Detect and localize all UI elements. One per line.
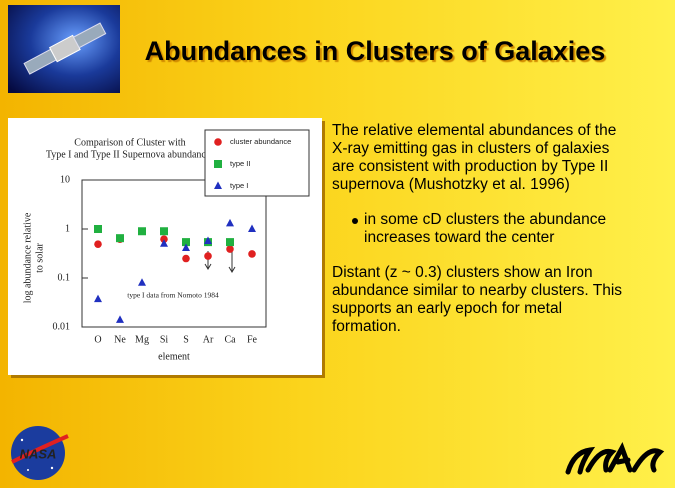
y-axis-label: log abundance relative: [22, 212, 33, 303]
x-tick-label: Mg: [135, 334, 149, 345]
legend-marker: [214, 160, 222, 168]
data-point: [226, 218, 234, 227]
legend-label: type II: [230, 159, 250, 168]
data-point: [138, 227, 146, 236]
data-point: [182, 238, 190, 247]
legend-label: type I: [230, 181, 248, 190]
y-tick-label: 10: [60, 174, 70, 185]
x-tick-label: Si: [160, 334, 169, 345]
x-tick-label: Ne: [114, 334, 126, 345]
data-point: [94, 240, 102, 248]
data-point: [204, 252, 212, 260]
legend-label: cluster abundance: [230, 137, 291, 146]
x-tick-label: O: [94, 334, 101, 345]
data-point: [94, 294, 102, 303]
legend-marker: [214, 138, 222, 146]
x-tick-label: Ar: [203, 334, 214, 345]
upper-limit-arrow: [204, 263, 212, 270]
data-point: [182, 254, 190, 263]
data-point: [248, 224, 256, 232]
nasa-logo: NASA: [11, 426, 69, 480]
logo-text: NASA: [20, 446, 57, 461]
data-point: [226, 245, 234, 253]
chart-title: Comparison of Cluster with: [74, 137, 185, 148]
satellite-image: [8, 5, 120, 93]
data-point: [204, 236, 212, 244]
institution-logo: [565, 441, 665, 475]
annotation: type I data from Nomoto 1984: [127, 291, 219, 300]
data-point: [138, 278, 146, 286]
y-tick-label: 0.01: [53, 321, 71, 332]
slide-title: Abundances in Clusters of Galaxies: [144, 36, 606, 66]
body-text: The relative elemental abundances of the…: [332, 122, 632, 353]
data-point: [248, 250, 256, 258]
y-axis-label: to solar: [34, 242, 45, 272]
chart-title: Type I and Type II Supernova abundances: [46, 149, 214, 160]
x-axis-label: element: [158, 351, 190, 362]
legend-marker: [214, 181, 222, 189]
paragraph: Distant (z ~ 0.3) clusters show an Iron …: [332, 264, 623, 335]
paragraph: The relative elemental abundances of the…: [332, 122, 617, 193]
y-tick-label: 0.1: [58, 272, 71, 283]
x-tick-label: Fe: [247, 334, 258, 345]
data-point: [226, 238, 234, 247]
upper-limit-arrow: [228, 266, 236, 273]
x-tick-label: Ca: [224, 334, 236, 345]
plot-frame: [81, 179, 267, 328]
data-point: [160, 235, 168, 243]
data-point: [160, 227, 168, 236]
data-point: [160, 239, 168, 247]
legend: [204, 129, 310, 197]
y-tick-label: 1: [65, 223, 70, 234]
chart: Comparison of Cluster with Type I and Ty…: [22, 129, 310, 362]
x-tick-label: S: [183, 334, 189, 345]
data-point: [116, 234, 124, 243]
data-point: [182, 243, 190, 251]
data-point: [94, 225, 102, 233]
chart-panel: Comparison of Cluster with Type I and Ty…: [8, 118, 322, 375]
data-point: [116, 315, 124, 323]
bullet-item: in some cD clusters the abundance increa…: [332, 211, 632, 247]
